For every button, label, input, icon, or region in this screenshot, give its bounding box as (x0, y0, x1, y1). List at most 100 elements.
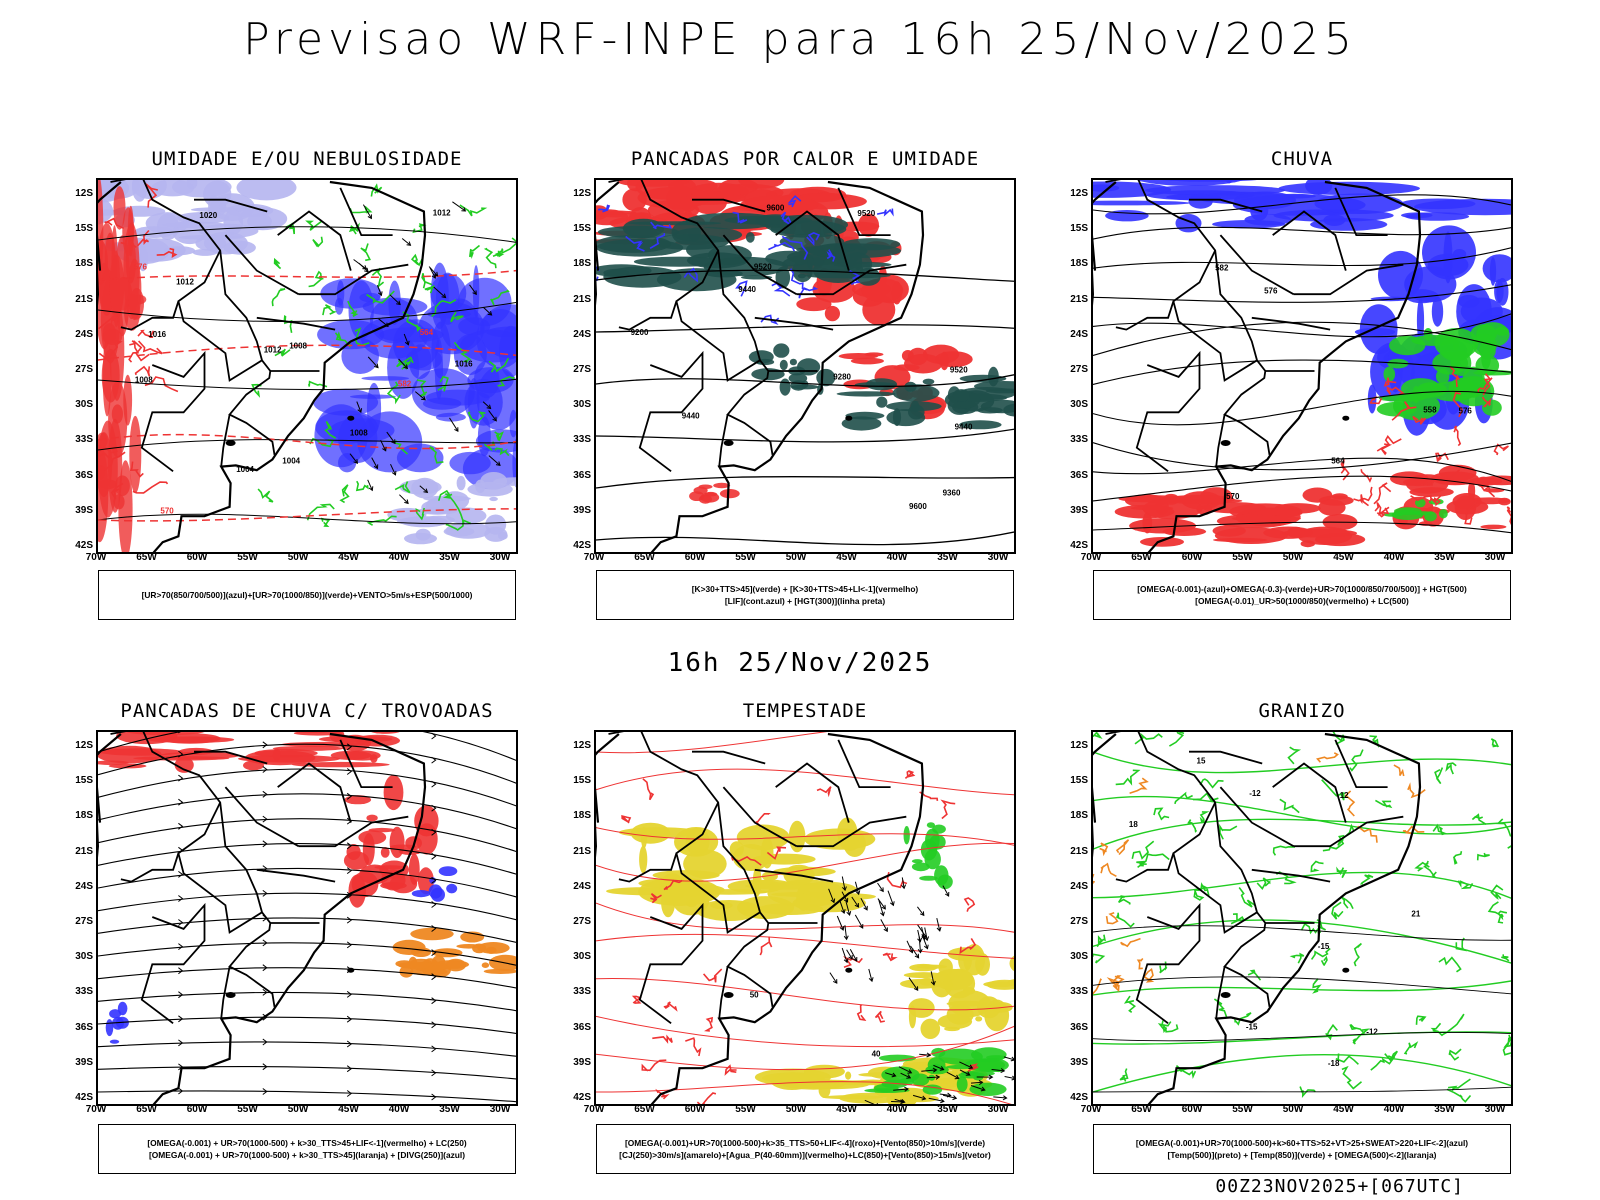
contour-label: 582 (1215, 264, 1229, 273)
trovoadas-map (96, 730, 518, 1106)
legend-line: [K>30+TTS>45](verde) + [K>30+TTS>45+LI<-… (691, 584, 919, 594)
legend-line: [OMEGA(-0.001)+UR>70(1000-500)+k>35_TTS>… (624, 1138, 986, 1148)
contour-label: 1012 (433, 209, 451, 218)
lat-tick-label: 30S (1070, 951, 1088, 963)
umidade-map-borders (98, 180, 427, 552)
contour-label: 1008 (135, 375, 153, 384)
contour-label: 9440 (955, 423, 973, 432)
lon-tick-label: 50W (287, 552, 309, 563)
lon-tick-label: 30W (987, 552, 1009, 563)
lat-tick-label: 42S (75, 540, 93, 551)
lon-tick-label: 55W (1232, 1104, 1253, 1115)
lon-tick-label: 70W (583, 1104, 605, 1115)
chuva-map-plot: 576 576 570 564 558 582 (1093, 180, 1511, 552)
lat-tick-label: 21S (573, 293, 591, 305)
contour-label: 570 (1226, 492, 1240, 501)
lon-tick-label: 70W (583, 552, 605, 563)
lon-tick-label: 35W (439, 552, 460, 563)
lat-tick-label: 18S (1070, 258, 1088, 270)
lon-tick-label: 40W (886, 1104, 908, 1115)
contour-label: 50 (750, 991, 759, 1000)
lon-tick-label: 30W (489, 1104, 511, 1115)
lat-tick-label: 15S (1070, 223, 1088, 235)
lon-tick-label: 70W (85, 552, 107, 563)
lat-tick-label: 21S (75, 845, 93, 857)
tempestade-fields (596, 732, 1014, 1104)
lat-tick-label: 42S (1070, 1092, 1088, 1103)
lat-tick-label: 30S (573, 951, 591, 963)
lon-tick-label: 40W (1383, 1104, 1405, 1115)
contour-label: 1004 (282, 457, 300, 466)
lon-tick-label: 45W (836, 1104, 857, 1115)
lat-tick-label: 33S (75, 434, 93, 446)
contour-label: 18 (1129, 820, 1138, 829)
lat-tick-label: 18S (573, 258, 591, 270)
lat-tick-label: 12S (1070, 740, 1088, 751)
chuva-map: 576 576 570 564 558 582 (1091, 178, 1513, 554)
contour-label: 40 (872, 1050, 881, 1059)
lat-tick-label: 24S (75, 328, 93, 340)
lon-tick-label: 50W (1282, 1104, 1304, 1115)
contour-label: 1012 (176, 278, 194, 287)
lon-tick-label: 40W (886, 552, 908, 563)
umidade-map: 1004 1004 1008 1008 1012 1012 1016 1016 1020 576 5… (96, 178, 518, 554)
contour-label: 15 (1197, 756, 1206, 765)
lon-tick-label: 60W (1181, 1104, 1203, 1115)
trovoadas-title: PANCADAS DE CHUVA C/ TROVOADAS (120, 700, 494, 722)
lat-tick-label: 12S (75, 188, 93, 199)
lon-tick-label: 40W (388, 552, 410, 563)
lat-tick-label: 39S (1070, 1056, 1088, 1068)
lon-tick-label: 50W (287, 1104, 309, 1115)
lon-tick-label: 70W (1080, 1104, 1102, 1115)
lon-tick-label: 50W (785, 552, 807, 563)
lon-tick-label: 35W (1434, 1104, 1455, 1115)
lat-tick-label: 27S (1070, 364, 1088, 375)
lat-tick-label: 24S (573, 328, 591, 340)
lon-tick-label: 35W (439, 1104, 460, 1115)
subtitle-time: 16h 25/Nov/2025 (667, 648, 933, 678)
chuva-fields (1093, 180, 1511, 548)
contour-label: 1012 (264, 346, 282, 355)
contour-label: 564 (1331, 456, 1345, 465)
lon-tick-label: 65W (136, 1104, 157, 1115)
contour-label: -12 (1249, 789, 1261, 798)
lon-tick-label: 55W (1232, 552, 1253, 563)
lon-tick-label: 45W (836, 552, 857, 563)
lon-tick-label: 30W (1484, 552, 1506, 563)
lat-tick-label: 12S (75, 740, 93, 751)
contour-label: -18 (1328, 1059, 1340, 1068)
umidade-fields (98, 180, 516, 552)
legend-line: [OMEGA(-0.001) + UR>70(1000-500) + k>30_… (148, 1150, 466, 1160)
lat-tick-label: 21S (75, 293, 93, 305)
contour-label: 576 (134, 263, 148, 272)
lon-tick-label: 30W (489, 552, 511, 563)
lon-tick-label: 55W (237, 552, 258, 563)
lon-tick-label: 60W (684, 1104, 706, 1115)
lat-tick-label: 15S (75, 775, 93, 787)
lon-tick-label: 30W (987, 1104, 1009, 1115)
lat-tick-label: 30S (1070, 399, 1088, 411)
pancadas-calor-fields (596, 180, 1014, 546)
lon-tick-label: 55W (735, 1104, 756, 1115)
contour-label: 9440 (682, 411, 700, 420)
lon-tick-label: 40W (1383, 552, 1405, 563)
umidade-title: UMIDADE E/OU NEBULOSIDADE (151, 148, 463, 170)
lat-tick-label: 33S (1070, 434, 1088, 446)
lon-tick-label: 45W (338, 1104, 359, 1115)
legend-line: [OMEGA(-0.001) + UR>70(1000-500) + k>30_… (147, 1138, 467, 1148)
run-footer: 00Z23NOV2025+[067UTC] (1215, 1176, 1464, 1197)
contour-label: 1004 (236, 465, 254, 474)
lon-tick-label: 60W (1181, 552, 1203, 563)
lon-tick-label: 65W (136, 552, 157, 563)
lon-tick-label: 55W (735, 552, 756, 563)
lat-tick-label: 15S (573, 223, 591, 235)
legend-line: [CJ(250)>30m/s](amarelo)+[Agua_P(40-60mm… (619, 1150, 991, 1160)
lat-tick-label: 21S (1070, 293, 1088, 305)
contour-label: 1020 (199, 211, 217, 220)
lat-tick-label: 15S (573, 775, 591, 787)
lat-tick-label: 33S (573, 434, 591, 446)
tempestade-title: TEMPESTADE (742, 700, 868, 722)
granizo-map-borders (1093, 732, 1422, 1104)
granizo-fields (1093, 732, 1511, 1103)
lat-tick-label: 12S (1070, 188, 1088, 199)
